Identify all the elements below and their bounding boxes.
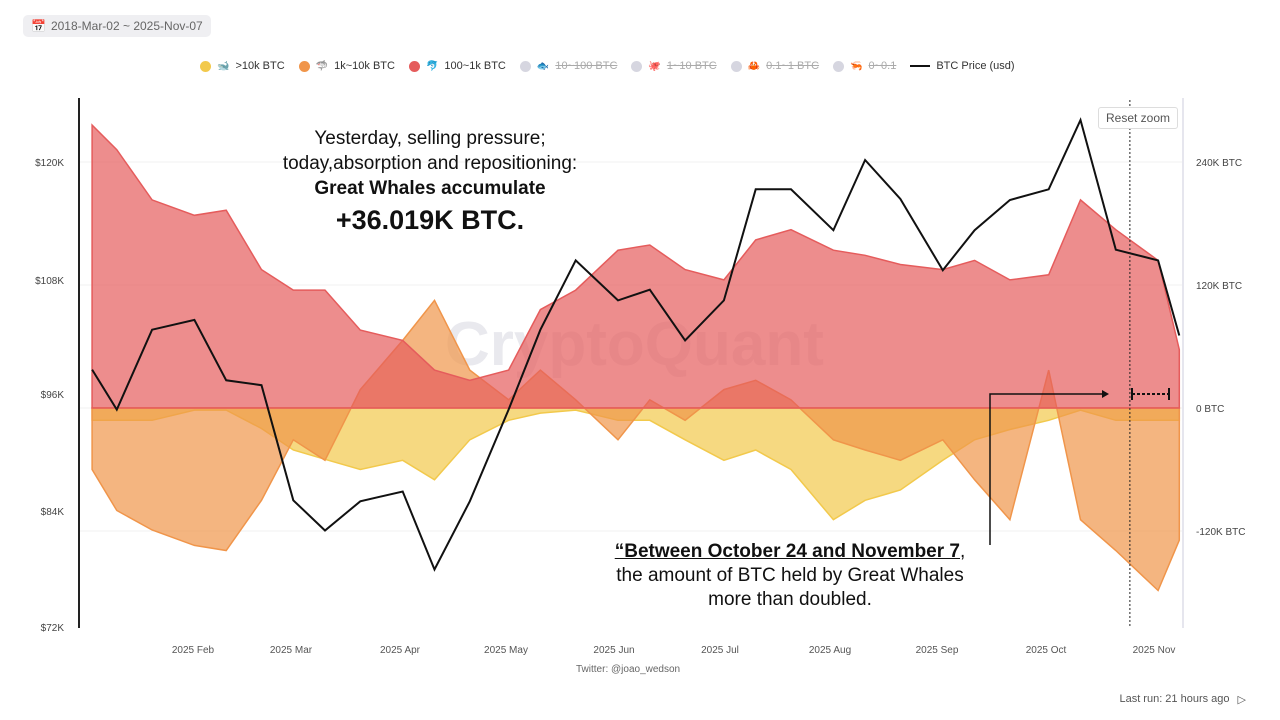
annotation-line: Yesterday, selling pressure;	[314, 128, 546, 149]
x-tick: 2025 Oct	[1026, 645, 1067, 656]
y-left-tick: $120K	[35, 158, 64, 169]
shark-icon: 🦈	[315, 60, 329, 72]
x-tick: 2025 Jul	[701, 645, 739, 656]
x-tick: 2025 Aug	[809, 645, 851, 656]
x-tick: 2025 Apr	[380, 645, 421, 656]
arrow-head	[1102, 390, 1109, 398]
y-right-tick: 240K BTC	[1196, 158, 1242, 169]
last-run: Last run: 21 hours ago ▷	[1119, 693, 1246, 706]
octopus-icon: 🐙	[648, 60, 661, 72]
date-range-picker[interactable]: 📅 2018-Mar-02 ~ 2025-Nov-07	[23, 15, 211, 37]
y-left-tick: $108K	[35, 276, 64, 287]
annotation-text: the amount of BTC held by Great Whales	[616, 565, 964, 586]
legend-item-10-100[interactable]: 🐟 10~100 BTC	[519, 60, 617, 72]
x-tick: 2025 Nov	[1133, 645, 1176, 656]
fish-icon: 🐟	[536, 60, 550, 72]
annotation-text: more than doubled.	[708, 589, 872, 610]
legend-item-100-1k[interactable]: 🐬 100~1k BTC	[408, 60, 506, 72]
annotation-headline: +36.019K BTC.	[335, 205, 525, 235]
y-right-tick: -120K BTC	[1196, 527, 1245, 538]
legend-item-btc-price[interactable]: BTC Price (usd)	[910, 60, 1015, 72]
shrimp-icon: 🦐	[850, 60, 863, 72]
legend-item-gt10k[interactable]: 🐋 >10k BTC	[200, 60, 285, 72]
reset-zoom-button[interactable]: Reset zoom	[1098, 107, 1179, 129]
annotation-top: Yesterday, selling pressure; today,absor…	[250, 126, 610, 239]
legend-item-0-01[interactable]: 🦐 0~0.1	[833, 60, 896, 72]
annotation-bottom: “Between October 24 and November 7, the …	[580, 540, 1000, 612]
y-left-tick: $84K	[41, 507, 65, 518]
twitter-credit: Twitter: @joao_wedson	[576, 664, 681, 675]
dolphin-icon: 🐬	[425, 60, 439, 72]
play-icon[interactable]: ▷	[1237, 694, 1246, 706]
annotation-line: Great Whales accumulate	[314, 178, 546, 199]
annotation-line: today,absorption and repositioning:	[282, 153, 578, 174]
y-left-tick: $72K	[41, 623, 65, 634]
x-tick: 2025 Sep	[916, 645, 959, 656]
whale-icon: 🐋	[217, 60, 230, 72]
legend-item-01-1[interactable]: 🦀 0.1~1 BTC	[730, 60, 819, 72]
annotation-arrow	[989, 393, 1105, 545]
x-tick: 2025 May	[484, 645, 528, 656]
legend-item-1-10[interactable]: 🐙 1~10 BTC	[631, 60, 717, 72]
area-series-0	[91, 123, 1181, 409]
y-right-tick: 0 BTC	[1196, 404, 1224, 415]
legend: 🐋 >10k BTC 🦈 1k~10k BTC 🐬 100~1k BTC 🐟 10~10…	[200, 60, 1015, 72]
last-run-text: Last run: 21 hours ago	[1119, 693, 1230, 705]
x-tick: 2025 Feb	[172, 645, 215, 656]
btc-price-line	[91, 117, 1181, 572]
y-right-tick: 120K BTC	[1196, 281, 1242, 292]
annotation-text: ,	[960, 541, 966, 562]
crab-icon: 🦀	[747, 60, 761, 72]
calendar-icon: 📅	[31, 19, 46, 33]
y-left-tick: $96K	[41, 390, 65, 401]
x-tick: 2025 Mar	[270, 645, 313, 656]
legend-item-1k-10k[interactable]: 🦈 1k~10k BTC	[298, 60, 395, 72]
annotation-bold: “Between October 24 and November 7	[614, 541, 960, 562]
x-tick: 2025 Jun	[593, 645, 634, 656]
date-range-text: 2018-Mar-02 ~ 2025-Nov-07	[50, 19, 203, 33]
